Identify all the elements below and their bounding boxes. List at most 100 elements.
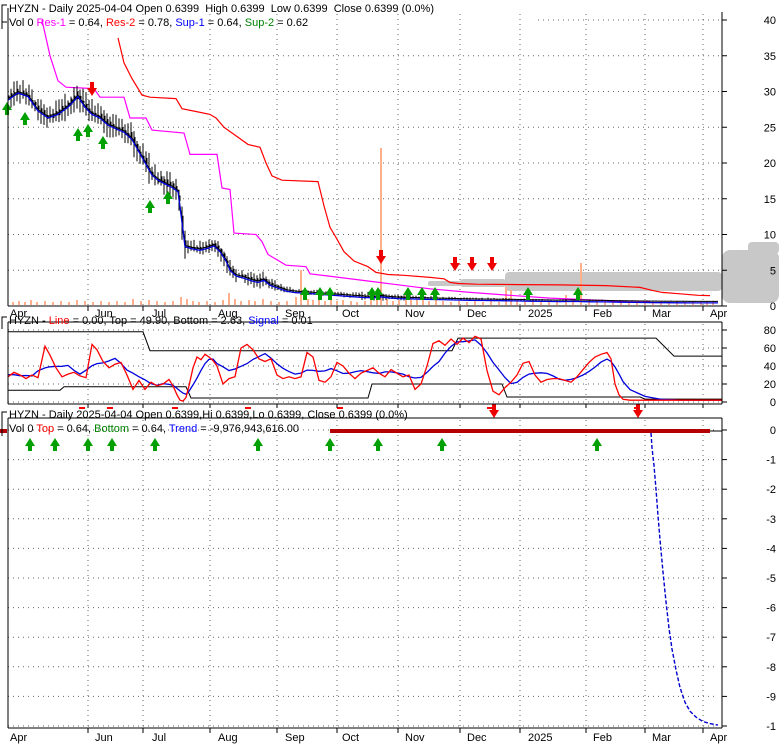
volume-bar [442,301,444,305]
trend-x-label: Oct [342,732,359,744]
gray-blob [722,250,779,303]
trend-panel-legend: Vol 0 Top = 0.64, Bottom = 0.64, Trend =… [9,423,299,435]
volume-bar [386,299,388,305]
volume-bar [324,301,326,305]
legend-part: = 0.64, [129,423,169,435]
volume-bar [92,302,94,305]
volume-bar [580,263,582,305]
legend-part: Line [48,315,70,327]
osc-sell-dash [79,407,85,409]
buy-arrow-icon [373,287,383,300]
volume-bar [668,302,670,305]
price-y-label: 40 [764,15,776,27]
trend-plot-area[interactable] [8,418,722,728]
volume-bar [498,302,500,305]
trend-x-label: 2025 [528,732,552,744]
legend-part: = 0.78, [135,17,176,29]
volume-bar [116,301,118,305]
buy-arrow-icon [325,287,335,300]
volume-bar [524,301,526,305]
volume-bar [36,302,38,305]
volume-bar [228,293,230,305]
volume-bar [370,300,372,305]
volume-bar [180,297,182,305]
legend-part: = 0.62 [274,17,309,29]
volume-bar [214,302,216,305]
price-x-label: Dec [467,308,487,320]
osc-sell-dash [337,407,343,409]
volume-bar [410,297,412,305]
price-y-label: 30 [764,87,776,99]
trend-x-label: Apr [710,732,727,744]
volume-bar [286,301,288,305]
buy-arrow-icon [373,438,383,451]
volume-bar [222,300,224,305]
volume-bar [262,299,264,305]
volume-bar [300,270,302,305]
buy-arrow-icon [403,287,413,300]
legend-part: Signal [248,315,279,327]
buy-arrow-icon [437,438,447,451]
oscillator-plot-area[interactable] [8,322,722,404]
osc-top-band [8,331,722,357]
trend-x-label: Jun [95,732,113,744]
legend-part: = 0.64, [54,423,95,435]
price-plot-area[interactable] [8,10,722,306]
legend-part: = 0.00, Top = 49.90, Bottom = 2.63, [69,315,249,327]
price-y-label: 20 [764,158,776,170]
buy-arrow-icon [25,438,35,451]
price-y-label: 15 [764,194,776,206]
buy-arrow-icon [300,287,310,300]
legend-part: Vol 0 [9,17,37,29]
buy-arrow-icon [20,112,30,125]
volume-bar [466,302,468,305]
volume-bar [60,301,62,305]
legend-part: = 0.64, [65,17,106,29]
buy-arrow-icon [83,438,93,451]
volume-bar [392,301,394,305]
volume-bar [330,300,332,305]
volume-bar [556,302,558,305]
close-line [7,90,718,302]
trend-x-label: Feb [593,732,612,744]
volume-bar [612,301,614,305]
volume-bar [84,301,86,305]
volume-bar [490,301,492,305]
sell-arrow-icon [489,404,499,418]
sell-arrow-icon [487,257,497,271]
price-x-label: 2025 [528,308,552,320]
price-header-bracket-icon [1,4,7,29]
trend-y-label: 0 [770,425,776,437]
trend-x-label: Nov [405,732,425,744]
volume-bar [248,300,250,305]
volume-bar [540,302,542,305]
osc-y-label: 0 [770,397,776,409]
trend-x-label: Aug [218,732,238,744]
buy-arrow-icon [417,287,427,300]
osc-y-label: 60 [764,343,776,355]
osc-sell-dash [245,407,251,409]
volume-bar [350,301,352,305]
trend-y-label: -3 [766,514,776,526]
buy-arrow-icon [2,102,12,115]
volume-bar [307,299,309,305]
price-panel-legend: Vol 0 Res-1 = 0.64, Res-2 = 0.78, Sup-1 … [9,17,308,29]
trend-y-label: -9 [766,691,776,703]
buy-arrow-icon [367,287,377,300]
sell-arrow-icon [376,250,386,264]
trend-x-label: Jul [152,732,166,744]
trend-panel-title: HYZN - Daily 2025-04-04 Open 0.6399,Hi 0… [9,409,408,421]
volume-bar [474,301,476,305]
volume-bar [505,287,507,305]
price-x-label: Jul [152,308,166,320]
volume-bar [450,302,452,305]
volume-bar [428,301,430,305]
osc-y-label: 20 [764,379,776,391]
volume-bar [482,302,484,305]
volume-bar [206,301,208,305]
volume-bar [398,300,400,305]
volume-bar [376,299,378,305]
volume-bar [30,300,32,305]
legend-part: Sup-2 [244,17,275,29]
